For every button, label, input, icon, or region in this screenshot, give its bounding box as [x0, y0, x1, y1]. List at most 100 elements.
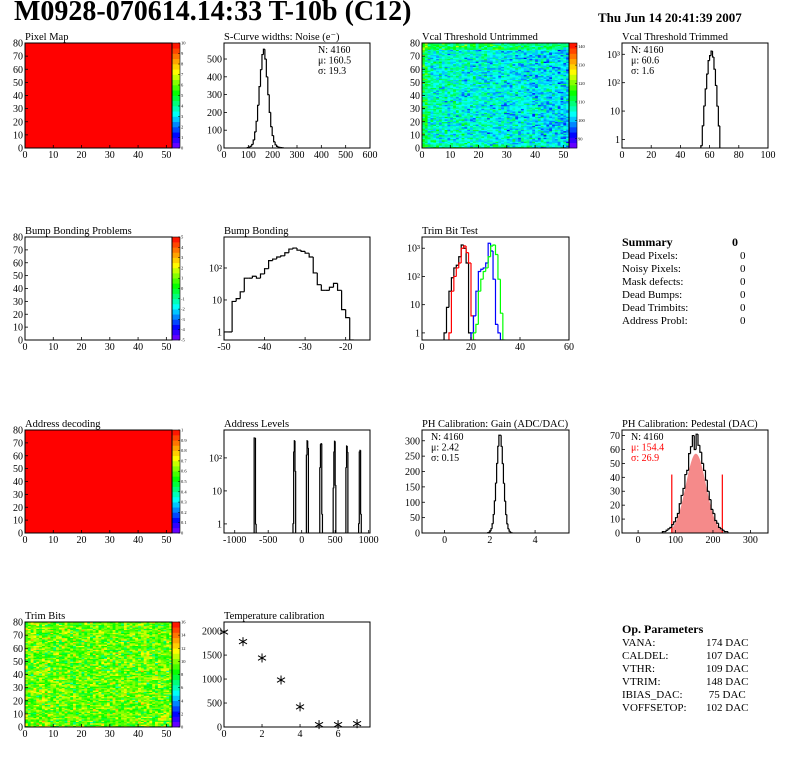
heatmap-cell	[436, 60, 440, 62]
heatmap-cell	[518, 112, 522, 115]
heatmap-cell	[472, 66, 477, 69]
heatmap-cell	[487, 117, 491, 120]
heatmap-cell	[501, 86, 505, 88]
heatmap-cell	[557, 109, 561, 112]
heatmap-cell	[444, 102, 448, 104]
heatmap-cell	[529, 62, 533, 65]
heatmap-cell	[566, 49, 569, 52]
heatmap-cell	[487, 48, 491, 50]
heatmap-cell	[506, 106, 510, 108]
heatmap-cell	[537, 52, 542, 54]
heatmap-cell	[546, 49, 550, 52]
heatmap-cell	[501, 117, 505, 120]
heatmap-cell	[563, 144, 567, 146]
y-tick-label: 30	[13, 297, 23, 308]
heatmap-cell	[515, 146, 519, 148]
heatmap-cell	[563, 120, 567, 123]
heatmap-cell	[552, 44, 556, 46]
heatmap-cell	[540, 64, 544, 66]
heatmap-cell	[540, 48, 544, 50]
colorbar-band	[172, 309, 180, 315]
heatmap-cell	[523, 46, 527, 49]
heatmap-cell	[509, 82, 513, 84]
heatmap-cell	[444, 66, 448, 69]
heatmap-cell	[495, 127, 499, 129]
heatmap-cell	[470, 57, 474, 60]
heatmap-cell	[501, 102, 505, 104]
heatmap-cell	[557, 69, 561, 71]
heatmap-cell	[503, 46, 508, 49]
heatmap-cell	[560, 111, 564, 113]
heatmap-cell	[25, 648, 29, 650]
heatmap-cell	[453, 85, 457, 87]
heatmap-cell	[543, 62, 547, 65]
heatmap-cell	[526, 48, 530, 50]
heatmap-cell	[472, 146, 477, 148]
heatmap-cell	[447, 85, 451, 87]
heatmap-cell	[438, 137, 443, 140]
colorbar-band	[172, 278, 180, 284]
heatmap-cell	[422, 109, 426, 112]
heatmap-cell	[436, 69, 440, 71]
x-tick-label: 400	[314, 150, 329, 161]
heatmap-cell	[515, 136, 519, 138]
heatmap-cell	[438, 65, 443, 67]
heatmap-cell	[523, 75, 527, 78]
heatmap-cell	[436, 121, 440, 124]
heatmap-cell	[552, 88, 556, 91]
heatmap-cell	[450, 48, 454, 50]
heatmap-cell	[523, 87, 527, 90]
heatmap-cell	[554, 77, 558, 79]
heatmap-cell	[520, 49, 525, 52]
heatmap-cell	[540, 85, 544, 87]
heatmap-cell	[470, 136, 474, 138]
histogram-bin	[292, 523, 294, 533]
heatmap-cell	[433, 129, 437, 132]
heatmap-cell	[546, 92, 550, 95]
heatmap-cell	[557, 79, 561, 82]
heatmap-cell	[470, 117, 474, 120]
heatmap-cell	[498, 77, 502, 79]
heatmap-cell	[492, 132, 496, 134]
heatmap-cell	[458, 103, 462, 105]
colorbar-band	[172, 257, 180, 264]
y-tick-label: 20	[13, 310, 23, 321]
heatmap-cell	[549, 96, 553, 99]
heatmap-cell	[506, 45, 510, 48]
chart-panel: Vcal Threshold Untrimmed9010011012013014…	[410, 32, 586, 161]
heatmap-cell	[464, 58, 468, 61]
heatmap-cell	[501, 119, 505, 121]
heatmap-cell	[481, 75, 485, 78]
heatmap-cell	[495, 144, 499, 146]
heatmap-cell	[509, 116, 513, 119]
heatmap-cell	[472, 85, 477, 87]
colorbar-band	[172, 132, 180, 138]
histogram-bin	[332, 282, 338, 288]
y-tick-label: 10²	[209, 263, 222, 274]
heatmap-cell	[472, 133, 477, 136]
stats-line: N: 4160	[631, 432, 664, 443]
heatmap-cell	[484, 81, 488, 83]
heatmap-cell	[515, 96, 519, 99]
heatmap-cell	[523, 141, 527, 144]
heatmap-cell	[467, 85, 471, 87]
heatmap-cell	[433, 58, 437, 61]
heatmap-cell	[467, 145, 471, 147]
heatmap-cell	[27, 709, 31, 712]
heatmap-cell	[520, 142, 525, 145]
heatmap-cell	[526, 137, 530, 140]
heatmap-cell	[566, 64, 569, 66]
heatmap-cell	[475, 100, 479, 103]
heatmap-cell	[458, 56, 462, 58]
heatmap-cell	[461, 64, 465, 66]
heatmap-cell	[495, 82, 499, 84]
heatmap-cell	[464, 56, 468, 58]
y-tick-label: 1	[415, 328, 420, 339]
heatmap-cell	[438, 96, 443, 99]
heatmap-cell	[532, 69, 536, 71]
heatmap-cell	[458, 66, 462, 69]
colorbar-tick-label: 0.9	[181, 438, 187, 443]
heatmap-cell	[436, 145, 440, 147]
heatmap-cell	[478, 58, 482, 61]
heatmap-cell	[552, 112, 556, 115]
